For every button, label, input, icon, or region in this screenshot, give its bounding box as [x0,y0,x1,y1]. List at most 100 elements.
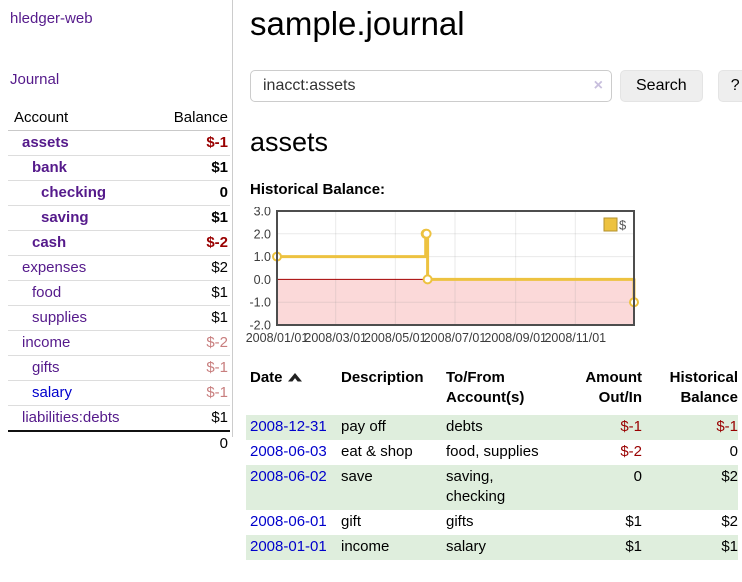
transaction-balance: $2 [721,513,738,530]
search-button[interactable]: Search [620,70,703,102]
transaction-amount: $-1 [620,418,642,435]
transaction-row: 2008-06-03 eat & shop food, supplies $-2 0 [246,440,738,465]
transaction-row: 2008-12-31 pay off debts $-1 $-1 [246,415,738,440]
account-balance: $1 [211,209,228,226]
account-balance: 0 [219,184,228,201]
register-col-date[interactable]: Date [246,366,341,415]
register-col-description: Description [341,369,424,386]
search-form: × Search ? [250,70,742,102]
svg-text:2.0: 2.0 [254,227,271,241]
transaction-date-link[interactable]: 2008-06-03 [250,443,327,460]
account-link[interactable]: saving [41,209,89,226]
transaction-description: income [341,538,390,555]
account-balance: $-1 [206,384,228,401]
transaction-date-link[interactable]: 2008-06-01 [250,513,327,530]
account-row: bank $1 [8,155,230,181]
transaction-balance: 0 [729,443,738,460]
search-input[interactable] [250,70,612,102]
account-balance: $-2 [206,334,228,351]
account-row: checking 0 [8,180,230,206]
register-col-amount: Amount Out/In [585,369,642,406]
accounts-total-value: 0 [150,430,230,456]
account-row: saving $1 [8,205,230,231]
svg-text:2008/01/01: 2008/01/01 [246,331,309,345]
svg-text:-1.0: -1.0 [249,296,271,310]
svg-text:2008/05/01: 2008/05/01 [364,331,427,345]
account-link[interactable]: food [32,284,62,301]
account-row: salary $-1 [8,380,230,406]
account-row: expenses $2 [8,255,230,281]
search-input-wrap: × [250,70,612,102]
account-link[interactable]: bank [32,159,68,176]
main-content: sample.journal × Search ? assets Histori… [233,0,742,560]
transaction-accounts: salary [446,538,487,555]
account-balance: $2 [211,259,228,276]
register-table: Date Description To/From Account(s) Amou… [246,366,738,560]
account-link[interactable]: checking [41,184,107,201]
account-link[interactable]: salary [32,384,73,401]
sidebar: hledger-web Journal Account Balance asse… [0,0,233,560]
transaction-amount: 0 [633,468,642,485]
transaction-date-link[interactable]: 2008-01-01 [250,538,327,555]
sidebar-nav: Journal [0,71,233,88]
register-header-row: Date Description To/From Account(s) Amou… [246,366,738,415]
register-col-accounts: To/From Account(s) [446,369,525,406]
svg-text:2008/07/01: 2008/07/01 [424,331,487,345]
svg-text:1.0: 1.0 [254,250,271,264]
account-link[interactable]: expenses [22,259,87,276]
accounts-header-row: Account Balance [8,107,230,131]
accounts-col-balance: Balance [150,107,230,131]
sidebar-divider [232,0,233,437]
page-title: sample.journal [250,5,465,42]
transaction-balance: $1 [721,538,738,555]
transaction-balance: $-1 [716,418,738,435]
clear-search-icon[interactable]: × [593,77,603,94]
account-link[interactable]: cash [32,234,67,251]
account-row: liabilities:debts $1 [8,405,230,431]
account-row: income $-2 [8,330,230,356]
transaction-accounts: gifts [446,513,474,530]
transaction-amount: $1 [625,513,642,530]
transaction-row: 2008-01-01 income salary $1 $1 [246,535,738,560]
svg-text:2008/03/01: 2008/03/01 [304,331,367,345]
sort-ascending-icon [287,368,302,388]
transaction-date-link[interactable]: 2008-06-02 [250,468,327,485]
historical-balance-chart: 3.0 2.0 1.0 0.0 -1.0 -2.0 2008/01/01 2008/03/01… [243,205,742,349]
account-link[interactable]: income [22,334,71,351]
sidebar-item-journal[interactable]: Journal [10,71,60,88]
brand-link[interactable]: hledger-web [10,10,93,27]
account-heading: assets [250,127,329,157]
account-link[interactable]: assets [22,134,69,151]
transaction-description: eat & shop [341,443,413,460]
transaction-description: gift [341,513,362,530]
transaction-accounts: food, supplies [446,443,539,460]
app-window: hledger-web Journal Account Balance asse… [0,0,742,560]
account-row: gifts $-1 [8,355,230,381]
svg-text:2008/11/01: 2008/11/01 [544,331,606,345]
account-link[interactable]: gifts [32,359,60,376]
account-link[interactable]: supplies [32,309,88,326]
svg-text:3.0: 3.0 [254,207,271,219]
account-balance: $1 [211,309,228,326]
account-balance: $-2 [206,234,228,251]
svg-text:2008/09/01: 2008/09/01 [484,331,547,345]
accounts-total-row: 0 [8,430,230,456]
transaction-amount: $-2 [620,443,642,460]
help-button[interactable]: ? [717,70,742,102]
accounts-col-account: Account [8,107,151,131]
account-link[interactable]: liabilities:debts [22,409,120,426]
transaction-description: pay off [341,418,386,435]
svg-text:-2.0: -2.0 [249,319,271,333]
account-row: food $1 [8,280,230,306]
account-balance: $1 [211,409,228,426]
accounts-table: Account Balance assets $-1 bank $1 checking 0… [8,107,230,456]
transaction-date-link[interactable]: 2008-12-31 [250,418,327,435]
transaction-accounts: saving, checking [446,468,506,505]
account-balance: $-1 [206,359,228,376]
account-balance: $1 [211,284,228,301]
register-col-balance: Historical Balance [669,369,738,406]
account-balance: $1 [211,159,228,176]
transaction-accounts: debts [446,418,483,435]
transaction-row: 2008-06-01 gift gifts $1 $2 [246,510,738,535]
svg-text:0.0: 0.0 [254,273,271,287]
